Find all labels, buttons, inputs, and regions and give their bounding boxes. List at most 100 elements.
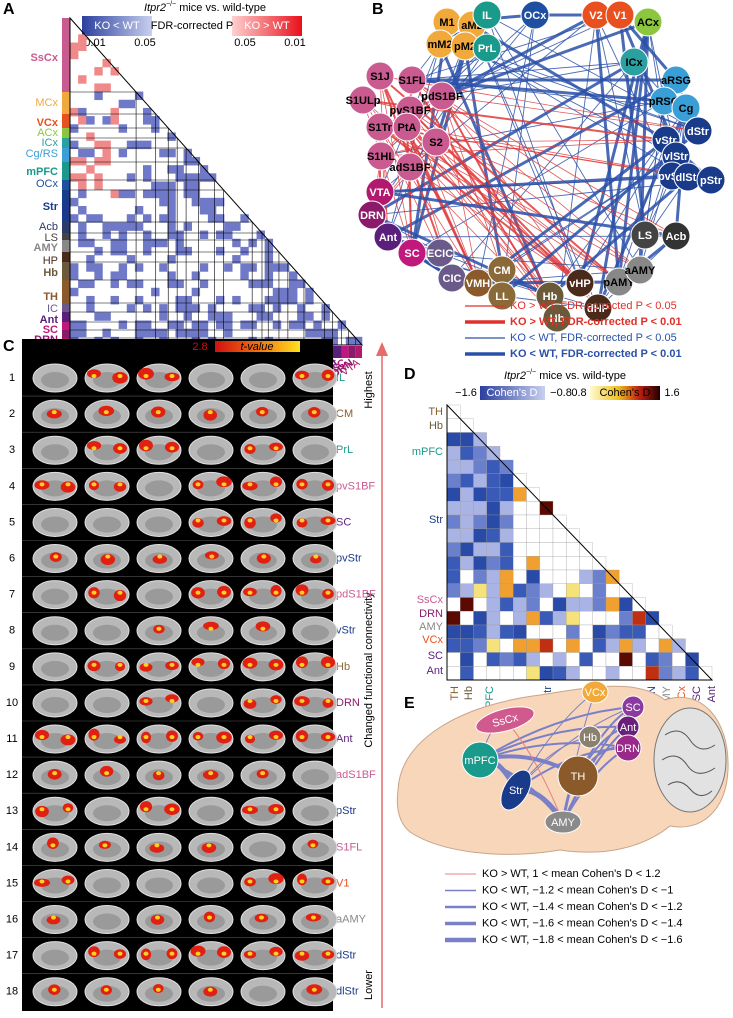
slice-detail [197, 805, 225, 822]
matrix-cell [102, 156, 111, 166]
matrix-cell [473, 446, 487, 461]
activation [165, 694, 179, 703]
matrix-cell [579, 556, 593, 571]
edge [435, 139, 667, 143]
row-label: pvStr [336, 552, 362, 564]
activation-peak [169, 446, 175, 451]
region-label: Acb [39, 221, 58, 233]
matrix-cell [566, 666, 580, 681]
matrix-cell [552, 569, 567, 584]
matrix-cell [460, 473, 474, 488]
matrix-cell [126, 255, 136, 264]
legend-text: KO < WT, −1.4 < mean Cohen's D < −1.2 [482, 901, 683, 913]
matrix-cell [86, 165, 95, 174]
matrix-cell [605, 597, 620, 612]
matrix-cell [70, 42, 79, 51]
row-label: mPFC [412, 446, 443, 458]
legend-text: KO < WT, −1.8 < mean Cohen's D < −1.6 [482, 934, 683, 946]
matrix-cell [183, 148, 192, 158]
colorbar-tick: 1.6 [664, 387, 679, 399]
node [392, 112, 422, 142]
matrix-cell [216, 214, 225, 223]
activation-peak [143, 374, 149, 379]
slice-detail [197, 624, 225, 641]
matrix-cell [118, 189, 128, 199]
matrix-cell [240, 214, 249, 223]
matrix-cell [592, 597, 607, 612]
slice-detail [301, 624, 329, 641]
activation-peak [299, 879, 305, 884]
matrix-cell [199, 206, 209, 215]
matrix-cell [94, 214, 103, 223]
cerebellum-folds [661, 730, 716, 796]
activation-peak [91, 951, 97, 956]
region-strip [332, 346, 342, 358]
node-label: Acb [666, 231, 687, 243]
region-strip [62, 322, 70, 330]
region-label: Hb [43, 267, 58, 279]
matrix-cell [86, 255, 95, 264]
node [425, 238, 455, 268]
activation-peak [325, 482, 331, 487]
node-label: dHP [587, 303, 609, 315]
matrix-cell [191, 328, 201, 338]
matrix-cell [143, 246, 152, 256]
colorbar-tick: 0.01 [284, 37, 305, 49]
matrix-cell [499, 597, 514, 612]
colorbar-tick: 0.01 [84, 37, 105, 49]
matrix-cell [486, 459, 501, 474]
matrix-cell [183, 181, 192, 190]
colorbar-title: Cohen's D [599, 387, 650, 399]
matrix-cell [126, 279, 136, 289]
matrix-cell [460, 611, 474, 626]
matrix-cell [513, 569, 527, 584]
matrix-cell [86, 263, 95, 272]
region-strip [62, 162, 70, 180]
matrix-cell [499, 583, 514, 598]
activation [88, 728, 100, 741]
region-strip [62, 190, 70, 222]
node [472, 0, 502, 30]
title-gene: Itpr2 [144, 2, 166, 14]
matrix-cell [526, 652, 540, 667]
matrix-cell [592, 638, 607, 653]
region-strip [62, 330, 70, 338]
row-number: 12 [6, 769, 18, 781]
node-label: LS [638, 230, 652, 242]
activation [269, 946, 283, 957]
node-label: S2 [429, 137, 442, 149]
matrix-cell [513, 597, 527, 612]
matrix-cell [126, 222, 136, 231]
matrix-cell [446, 542, 461, 557]
matrix-cell [102, 230, 111, 240]
activation-peak [260, 771, 266, 776]
activation-peak [39, 879, 45, 884]
matrix-cell [248, 304, 257, 313]
activation-peak [313, 554, 319, 559]
activation-peak [221, 951, 227, 956]
column-label: Hb [463, 686, 475, 700]
matrix-cell [513, 652, 527, 667]
matrix-cell [191, 156, 201, 166]
matrix-cell [486, 556, 501, 571]
matrix-cell [552, 666, 567, 681]
node-label: pvS1BF [390, 105, 431, 117]
matrix-cell [183, 222, 192, 231]
region-strip [348, 346, 356, 358]
edge [451, 61, 635, 279]
activation-peak [169, 698, 175, 703]
node-label: S1HL [367, 151, 395, 163]
matrix-cell [102, 58, 111, 68]
activation-peak [311, 410, 317, 415]
activation-peak [325, 951, 331, 956]
matrix-cell [592, 652, 607, 667]
activation-peak [143, 662, 149, 667]
panel-label: E [404, 695, 415, 712]
matrix-cell [486, 624, 501, 639]
matrix-cell [446, 638, 461, 653]
matrix-cell [264, 279, 274, 289]
node [671, 93, 701, 123]
node [366, 141, 396, 171]
node-label: dlStr [675, 172, 701, 184]
edge [579, 139, 667, 284]
